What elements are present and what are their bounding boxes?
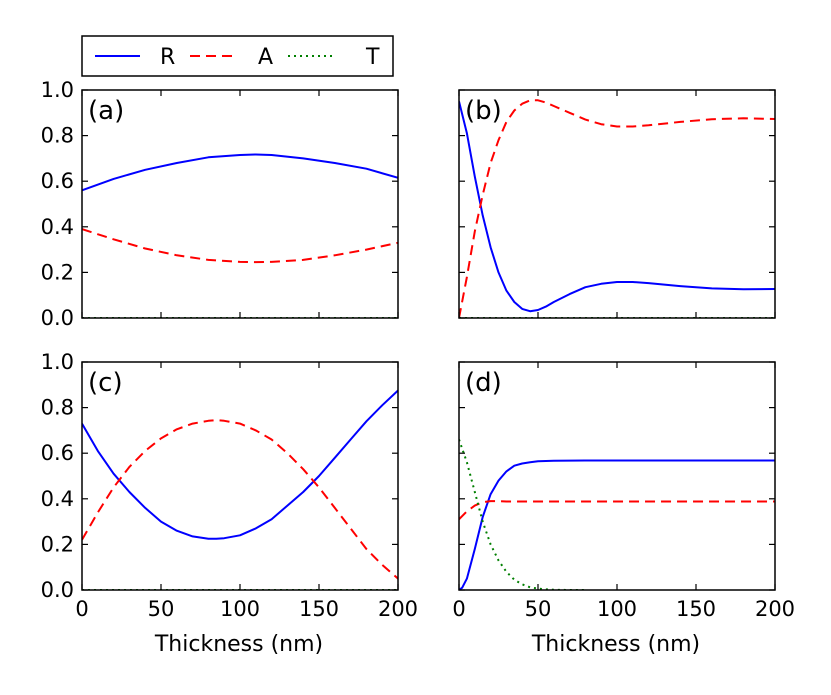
x-axis-label-right: Thickness (nm) — [531, 632, 700, 657]
series-r-line — [82, 389, 398, 540]
x-tick-label: 100 — [220, 597, 260, 621]
legend-label-t: T — [365, 45, 380, 70]
y-tick-label: 0.0 — [41, 578, 74, 602]
panel-b: (b) — [458, 89, 776, 319]
legend-label-a: A — [258, 45, 273, 70]
x-tick-label: 0 — [75, 597, 88, 621]
series-a-line — [459, 99, 775, 318]
panel-c: 0.0 0.2 0.4 0.6 0.8 1.0 0 50 100 150 200 (c) — [41, 350, 418, 621]
x-tick-label: 150 — [299, 597, 339, 621]
y-tick-label: 0.4 — [41, 215, 74, 239]
y-tick-label: 0.0 — [41, 306, 74, 330]
legend: R A T — [81, 35, 394, 77]
panel-label: (b) — [465, 96, 502, 126]
x-tick-label: 50 — [525, 597, 552, 621]
legend-label-r: R — [160, 45, 175, 70]
panel-a: 0.0 0.2 0.4 0.6 0.8 1.0 (a) — [41, 78, 399, 330]
plot-frame — [81, 89, 399, 319]
y-tick-label: 1.0 — [41, 350, 74, 374]
x-tick-label: 200 — [755, 597, 795, 621]
series-r-line — [82, 153, 398, 192]
series-r-line — [459, 101, 775, 313]
panel-label: (c) — [88, 368, 123, 398]
y-tick-label: 0.4 — [41, 487, 74, 511]
series-r-line — [459, 459, 775, 590]
x-tick-label: 0 — [452, 597, 465, 621]
x-tick-label: 100 — [597, 597, 637, 621]
y-tick-label: 0.2 — [41, 532, 74, 556]
series-t-line — [459, 439, 586, 590]
panel-label: (d) — [465, 368, 502, 398]
x-tick-label: 150 — [676, 597, 716, 621]
series-a-line — [82, 419, 398, 580]
y-tick-label: 0.6 — [41, 169, 74, 193]
y-tick-label: 0.6 — [41, 441, 74, 465]
plot-frame — [81, 361, 399, 591]
x-tick-label: 200 — [378, 597, 418, 621]
y-tick-label: 1.0 — [41, 78, 74, 102]
series-a-line — [82, 228, 398, 264]
series-a-line — [459, 500, 775, 521]
x-axis-label-left: Thickness (nm) — [154, 632, 323, 657]
plot-frame — [458, 361, 776, 591]
x-tick-label: 50 — [148, 597, 175, 621]
y-tick-label: 0.8 — [41, 124, 74, 148]
y-tick-label: 0.2 — [41, 260, 74, 284]
y-tick-label: 0.8 — [41, 396, 74, 420]
panel-d: 0 50 100 150 200 (d) — [452, 361, 795, 621]
panel-label: (a) — [88, 96, 124, 126]
